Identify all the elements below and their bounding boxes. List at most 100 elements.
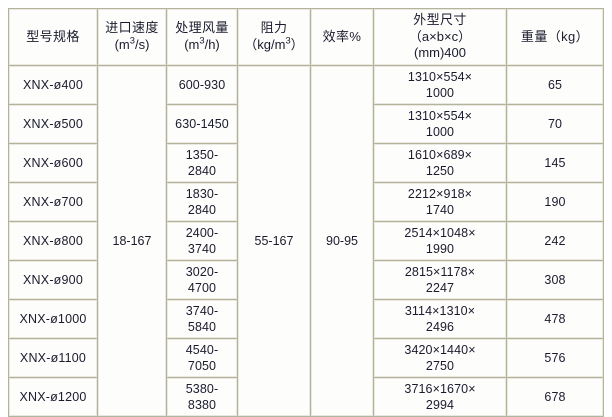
table-row: XNX-ø1000 3740- 5840 3114×1310× 2496 478 xyxy=(9,299,603,338)
cell-dimensions-line1: 3420×1440× xyxy=(404,342,476,357)
cell-model: XNX-ø400 xyxy=(9,65,97,104)
column-header-airflow-unit: (m3/h) xyxy=(184,35,220,52)
cell-model: XNX-ø600 xyxy=(9,143,97,182)
column-header-inlet-speed: 进口速度 (m3/s) xyxy=(98,9,166,65)
table-row: XNX-ø500 630-1450 1310×554× 1000 70 xyxy=(9,104,603,143)
cell-airflow-line2: 7050 xyxy=(187,358,217,373)
column-header-inlet-speed-unit: (m3/s) xyxy=(114,35,150,52)
cell-model: XNX-ø800 xyxy=(9,221,97,260)
cell-weight: 242 xyxy=(507,221,603,260)
cell-model: XNX-ø1200 xyxy=(9,377,97,416)
cell-airflow-line2: 3740 xyxy=(187,241,217,256)
cell-airflow-line1: 1350- xyxy=(185,147,219,162)
table-row: XNX-ø900 3020- 4700 2815×1178× 2247 308 xyxy=(9,260,603,299)
cell-dimensions-line2: 1000 xyxy=(425,124,455,139)
cell-dimensions-line2: 1250 xyxy=(425,163,455,178)
cell-dimensions-line2: 2496 xyxy=(425,319,455,334)
column-header-inlet-speed-label: 进口速度 xyxy=(105,20,159,36)
cell-resistance-merged: 55-167 xyxy=(238,65,310,416)
cell-airflow: 1830- 2840 xyxy=(167,182,237,221)
cell-dimensions: 3114×1310× 2496 xyxy=(374,299,506,338)
cell-efficiency-merged: 90-95 xyxy=(311,65,373,416)
cell-airflow: 3740- 5840 xyxy=(167,299,237,338)
cell-airflow: 3020- 4700 xyxy=(167,260,237,299)
cell-dimensions-line2: 1740 xyxy=(425,202,455,217)
table-body: XNX-ø400 18-167 600-930 55-167 90-95 131… xyxy=(9,65,603,416)
header-row: 型号规格 进口速度 (m3/s) 处理风量 (m3/h) 阻力 （kg/m3） … xyxy=(9,9,603,65)
column-header-dimensions: 外型尺寸 （a×b×c） (mm)400 xyxy=(374,9,506,65)
table-header: 型号规格 进口速度 (m3/s) 处理风量 (m3/h) 阻力 （kg/m3） … xyxy=(9,9,603,65)
column-header-model-label: 型号规格 xyxy=(26,28,80,44)
cell-dimensions: 3420×1440× 2750 xyxy=(374,338,506,377)
cell-inlet-speed-merged: 18-167 xyxy=(98,65,166,416)
cell-model: XNX-ø500 xyxy=(9,104,97,143)
column-header-dimensions-label: 外型尺寸 xyxy=(413,12,467,27)
cell-dimensions-line2: 2750 xyxy=(425,358,455,373)
specification-table: 型号规格 进口速度 (m3/s) 处理风量 (m3/h) 阻力 （kg/m3） … xyxy=(8,8,604,417)
spec-table-page: 型号规格 进口速度 (m3/s) 处理风量 (m3/h) 阻力 （kg/m3） … xyxy=(8,8,604,417)
cell-weight: 65 xyxy=(507,65,603,104)
cell-model: XNX-ø1000 xyxy=(9,299,97,338)
table-row: XNX-ø400 18-167 600-930 55-167 90-95 131… xyxy=(9,65,603,416)
cell-airflow-line2: 2840 xyxy=(187,163,217,178)
column-header-airflow-label: 处理风量 xyxy=(175,20,229,36)
cell-dimensions-line1: 1310×554× xyxy=(407,108,473,123)
cell-airflow-line1: 1830- xyxy=(185,186,219,201)
cell-dimensions: 3716×1670× 2994 xyxy=(374,377,506,416)
table-row: XNX-ø600 1350- 2840 1610×689× 1250 145 xyxy=(9,143,603,182)
column-header-efficiency: 效率% xyxy=(311,9,373,65)
column-header-dimensions-formula: （a×b×c） xyxy=(408,28,472,44)
cell-airflow: 5380- 8380 xyxy=(167,377,237,416)
column-header-airflow: 处理风量 (m3/h) xyxy=(167,9,237,65)
cell-airflow-line1: 3020- xyxy=(185,264,219,279)
table-row: XNX-ø1100 4540- 7050 3420×1440× 2750 576 xyxy=(9,338,603,377)
cell-weight: 145 xyxy=(507,143,603,182)
column-header-weight-label: 重量（kg） xyxy=(520,28,590,44)
cell-airflow: 600-930 xyxy=(167,65,237,104)
cell-airflow: 4540- 7050 xyxy=(167,338,237,377)
column-header-model: 型号规格 xyxy=(9,9,97,65)
cell-dimensions: 1310×554× 1000 xyxy=(374,104,506,143)
cell-airflow-line1: 5380- xyxy=(185,381,219,396)
cell-model: XNX-ø700 xyxy=(9,182,97,221)
cell-dimensions-line1: 1310×554× xyxy=(407,69,473,84)
cell-airflow-line1: 2400- xyxy=(185,225,219,240)
column-header-resistance: 阻力 （kg/m3） xyxy=(238,9,310,65)
cell-airflow: 1350- 2840 xyxy=(167,143,237,182)
cell-airflow-line2: 4700 xyxy=(187,280,217,295)
column-header-weight: 重量（kg） xyxy=(507,9,603,65)
cell-model: XNX-ø900 xyxy=(9,260,97,299)
cell-dimensions-line1: 1610×689× xyxy=(407,147,473,162)
cell-dimensions-line1: 2815×1178× xyxy=(404,264,476,279)
cell-airflow-line2: 5840 xyxy=(187,319,217,334)
cell-dimensions-line1: 2514×1048× xyxy=(404,225,476,240)
cell-airflow: 630-1450 xyxy=(167,104,237,143)
cell-dimensions-line2: 2994 xyxy=(425,397,455,412)
cell-dimensions-line2: 1990 xyxy=(425,241,455,256)
cell-weight: 308 xyxy=(507,260,603,299)
column-header-resistance-unit: （kg/m3） xyxy=(244,35,304,52)
cell-airflow-line2: 2840 xyxy=(187,202,217,217)
cell-weight: 70 xyxy=(507,104,603,143)
cell-dimensions-line2: 1000 xyxy=(425,85,455,100)
column-header-dimensions-unit: (mm)400 xyxy=(413,45,466,61)
table-row: XNX-ø700 1830- 2840 2212×918× 1740 190 xyxy=(9,182,603,221)
cell-weight: 678 xyxy=(507,377,603,416)
cell-airflow-line1: 630-1450 xyxy=(175,116,229,131)
cell-airflow-line1: 600-930 xyxy=(178,77,226,92)
cell-weight: 478 xyxy=(507,299,603,338)
cell-dimensions-line1: 3114×1310× xyxy=(404,303,476,318)
column-header-resistance-label: 阻力 xyxy=(260,20,288,36)
cell-model: XNX-ø1100 xyxy=(9,338,97,377)
cell-airflow: 2400- 3740 xyxy=(167,221,237,260)
cell-airflow-line1: 4540- xyxy=(185,342,219,357)
cell-dimensions-line1: 2212×918× xyxy=(407,186,473,201)
table-row: XNX-ø800 2400- 3740 2514×1048× 1990 242 xyxy=(9,221,603,260)
cell-airflow-line2: 8380 xyxy=(187,397,217,412)
column-header-efficiency-label: 效率% xyxy=(322,28,362,44)
cell-dimensions: 2212×918× 1740 xyxy=(374,182,506,221)
cell-dimensions: 2815×1178× 2247 xyxy=(374,260,506,299)
cell-airflow-line1: 3740- xyxy=(185,303,219,318)
cell-dimensions: 2514×1048× 1990 xyxy=(374,221,506,260)
cell-dimensions-line1: 3716×1670× xyxy=(404,381,476,396)
